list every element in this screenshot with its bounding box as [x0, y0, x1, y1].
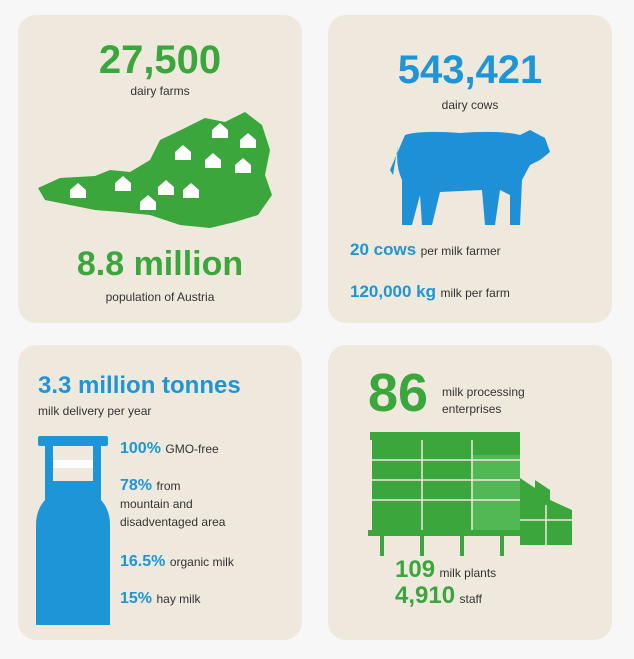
- fact-line: disadventaged area: [120, 513, 225, 531]
- value: 4,910: [395, 582, 456, 609]
- fact-line: 78% from: [120, 477, 180, 495]
- fact-value: 78%: [120, 477, 153, 494]
- farms-value: 27,500: [98, 38, 222, 82]
- value: 20 cows: [350, 240, 417, 259]
- farm-icons: [70, 123, 256, 210]
- fact-text: hay milk: [156, 592, 201, 606]
- label: milk plants: [439, 566, 497, 580]
- fact-text: disadventaged area: [120, 515, 226, 529]
- fact-text: from: [156, 479, 181, 493]
- per-farmer: 20 cows per milk farmer: [350, 240, 501, 260]
- value: 109: [395, 556, 436, 583]
- fact-line: 100% GMO-free: [120, 440, 219, 458]
- fact-value: 100%: [120, 440, 161, 457]
- value: 120,000 kg: [350, 282, 437, 301]
- label: milk per farm: [440, 286, 510, 300]
- milk-can-icon: [36, 436, 110, 625]
- label: staff: [459, 592, 482, 606]
- processing-line: milk processing: [442, 385, 525, 399]
- austria-map: [38, 112, 272, 228]
- factory-icon: [368, 432, 572, 556]
- staff: 4,910 staff: [395, 582, 482, 610]
- cows-label: dairy cows: [441, 98, 499, 112]
- milk-value: 3.3 million tonnes: [38, 372, 241, 399]
- per-farm: 120,000 kg milk per farm: [350, 282, 510, 302]
- fact-value: 16.5%: [120, 553, 166, 570]
- processing-value: 86: [368, 363, 429, 423]
- population-value: 8.8 million: [76, 245, 244, 283]
- processing-line: enterprises: [442, 402, 502, 416]
- fact-line: mountain and: [120, 495, 193, 513]
- fact-text: mountain and: [120, 497, 193, 511]
- fact-text: organic milk: [169, 555, 234, 569]
- plants: 109 milk plants: [395, 556, 496, 584]
- fact-value: 15%: [120, 590, 153, 607]
- fact-line: 15% hay milk: [120, 590, 201, 608]
- cow-icon: [390, 130, 550, 225]
- label: per milk farmer: [420, 244, 501, 258]
- milk-label: milk delivery per year: [38, 404, 152, 418]
- fact-text: GMO-free: [165, 442, 219, 456]
- fact-line: 16.5% organic milk: [120, 553, 234, 571]
- farms-label: dairy farms: [130, 84, 190, 98]
- cows-value: 543,421: [397, 48, 543, 92]
- population-label: population of Austria: [105, 290, 215, 304]
